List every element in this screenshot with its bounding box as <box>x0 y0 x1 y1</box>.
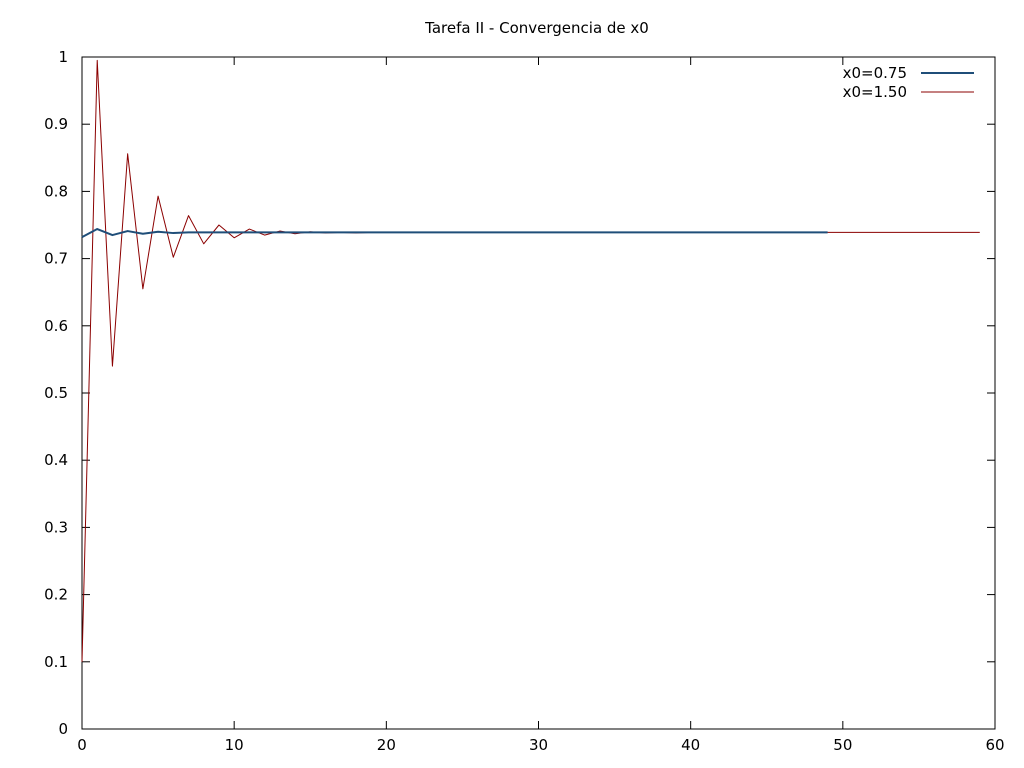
x-tick-label: 30 <box>529 736 548 754</box>
series-line-x0-075 <box>81 228 828 238</box>
plot-area-border <box>81 56 996 730</box>
x-tick-label: 0 <box>77 736 87 754</box>
legend-label: x0=0.75 <box>843 64 907 82</box>
y-tick-label: 0.5 <box>44 384 68 402</box>
y-tick-label: 0.8 <box>44 182 68 200</box>
y-tick-label: 1 <box>58 48 68 66</box>
series-lines <box>81 59 980 662</box>
y-tick-label: 0.2 <box>44 586 68 604</box>
x-tick-label: 40 <box>681 736 700 754</box>
y-tick-label: 0.9 <box>44 115 68 133</box>
y-tick-label: 0.6 <box>44 317 68 335</box>
y-tick-label: 0 <box>58 720 68 738</box>
x-tick-label: 50 <box>833 736 852 754</box>
x-tick-label: 10 <box>225 736 244 754</box>
legend-label: x0=1.50 <box>843 83 907 101</box>
y-tick-label: 0.4 <box>44 451 68 469</box>
chart-title: Tarefa II - Convergencia de x0 <box>424 19 649 37</box>
axis-ticks: 0 10 20 30 40 50 60 0 0.1 0.2 0.3 0.4 0.5 0.6 0.7 0.8 0.… <box>44 48 1004 754</box>
x-tick-label: 60 <box>985 736 1004 754</box>
series-line-x0-150 <box>81 59 980 662</box>
y-tick-label: 0.3 <box>44 518 68 536</box>
x-tick-label: 20 <box>377 736 396 754</box>
y-tick-label: 0.1 <box>44 653 68 671</box>
y-tick-label: 0.7 <box>44 250 68 268</box>
